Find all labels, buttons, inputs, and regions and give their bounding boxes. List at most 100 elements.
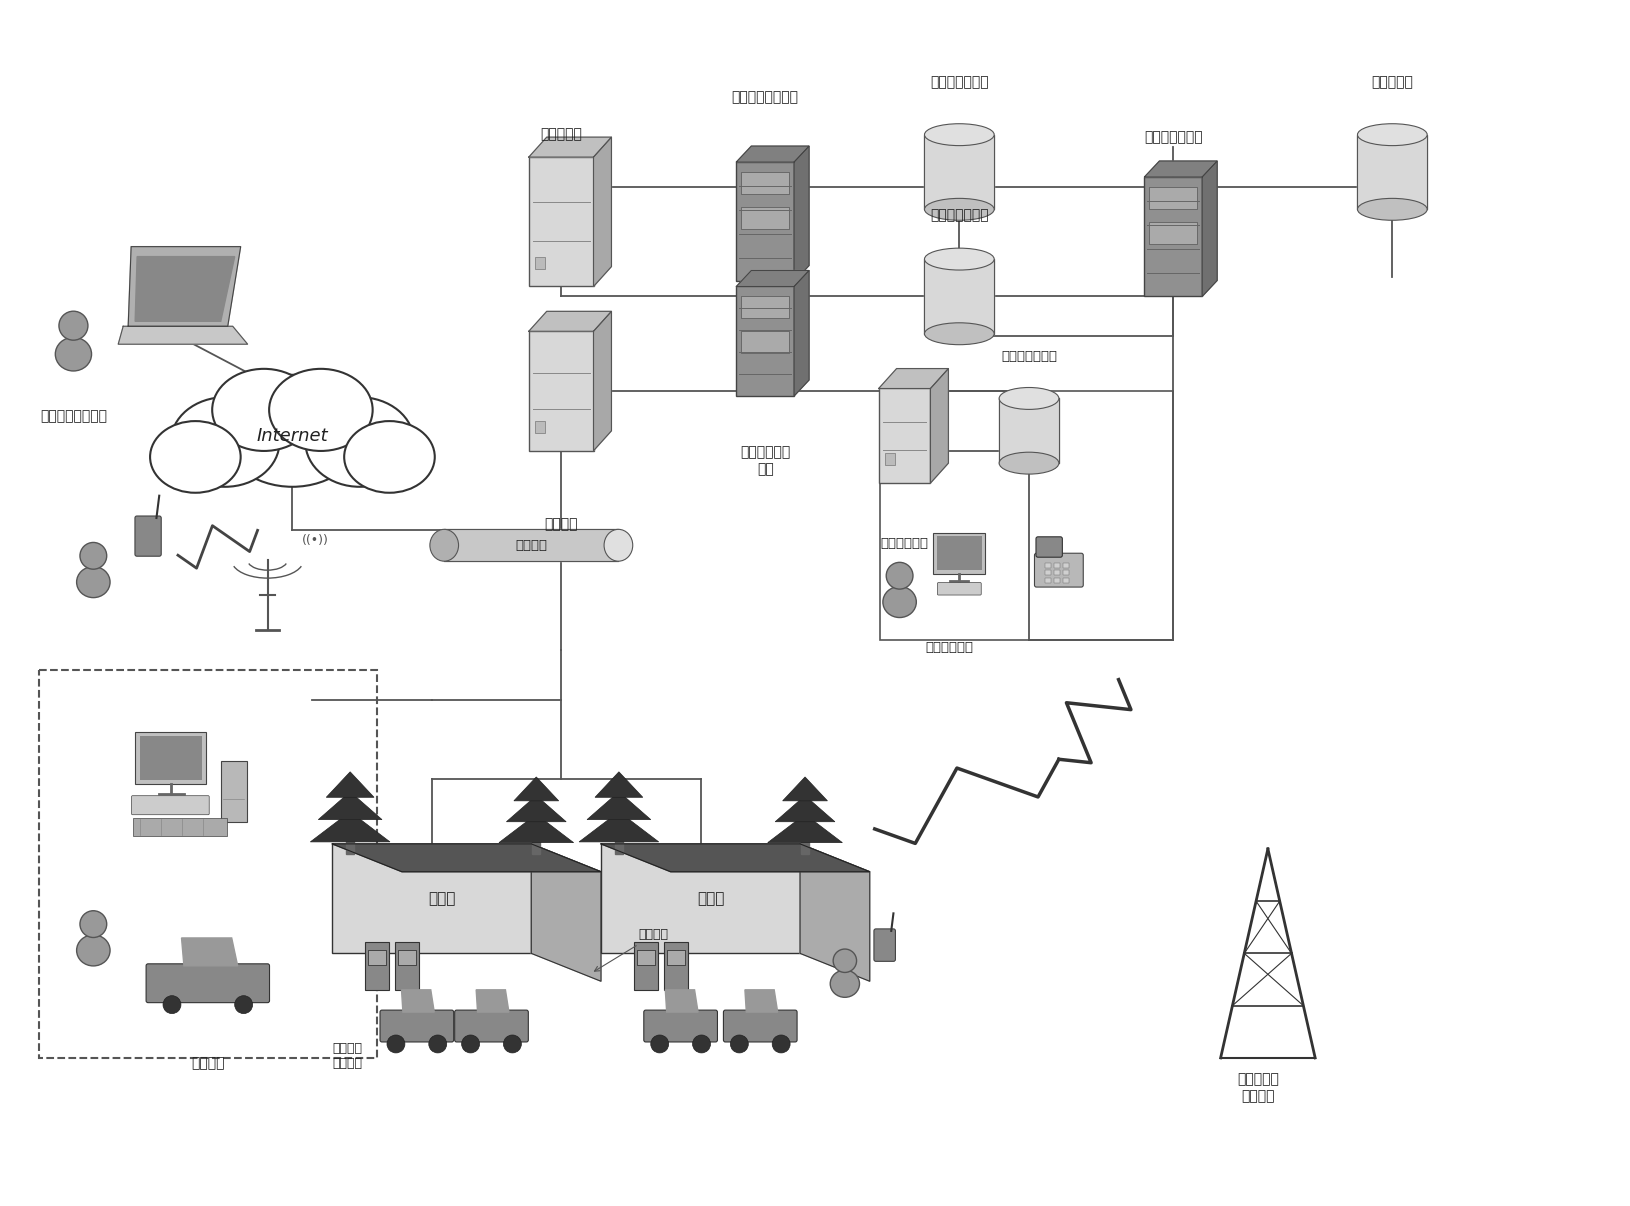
Text: 充电站: 充电站 [696,891,724,906]
Text: 充电电线: 充电电线 [595,929,668,971]
FancyBboxPatch shape [147,964,269,1002]
Text: 登入系统: 登入系统 [191,1056,225,1070]
Bar [1055,578,1061,582]
Ellipse shape [55,338,91,371]
FancyBboxPatch shape [132,796,209,815]
Text: 数据网络: 数据网络 [515,539,548,552]
Bar [1045,563,1051,568]
FancyBboxPatch shape [1037,537,1063,557]
Ellipse shape [924,198,994,221]
Polygon shape [999,398,1060,463]
Text: 客户上网管理账户: 客户上网管理账户 [39,409,108,423]
Text: 数据备份服务器: 数据备份服务器 [1144,130,1203,145]
Bar [365,942,390,990]
Ellipse shape [999,452,1060,474]
Polygon shape [615,838,623,854]
Text: 备份数据库: 备份数据库 [1371,76,1413,89]
Ellipse shape [924,323,994,345]
Polygon shape [800,839,808,854]
Bar [528,332,593,451]
Polygon shape [593,137,611,287]
Polygon shape [601,844,870,872]
Bar [1063,570,1069,575]
Circle shape [163,996,181,1013]
Bar [924,135,994,210]
Polygon shape [445,529,618,561]
Text: 电池资料数据库: 电池资料数据库 [931,76,989,89]
Bar [39,669,377,1058]
Bar [220,761,248,822]
Ellipse shape [883,586,916,617]
FancyBboxPatch shape [455,1011,528,1042]
Polygon shape [507,796,566,821]
Text: 充电机和
用户界面: 充电机和 用户界面 [333,1042,362,1070]
Bar [394,942,419,990]
Text: 客户服务系统: 客户服务系统 [880,537,929,550]
Ellipse shape [222,375,363,487]
Circle shape [235,996,253,1013]
Bar [535,421,544,433]
Polygon shape [800,844,870,982]
Polygon shape [528,311,611,332]
Bar [140,736,202,780]
Text: 后备服务器: 后备服务器 [540,127,582,141]
Bar [333,844,531,954]
Bar [934,533,986,574]
Bar [737,162,794,281]
Ellipse shape [430,529,458,561]
Bar [535,257,544,269]
Polygon shape [310,812,390,842]
Bar [1045,570,1051,575]
Polygon shape [513,777,559,801]
FancyBboxPatch shape [380,1011,453,1042]
Bar [1045,578,1051,582]
Bar [637,950,655,965]
Polygon shape [333,844,601,872]
Bar [634,942,659,990]
Bar [135,732,207,784]
Text: 客户服务数据库: 客户服务数据库 [1001,350,1056,363]
Bar [1063,578,1069,582]
Circle shape [730,1035,748,1053]
Bar [1149,187,1196,209]
Text: 客户信息数据库: 客户信息数据库 [931,207,989,222]
Bar [1149,222,1196,244]
Polygon shape [593,311,611,451]
FancyBboxPatch shape [724,1011,797,1042]
Bar [132,818,227,837]
Polygon shape [587,791,650,820]
Polygon shape [595,772,642,797]
Polygon shape [119,327,248,344]
Bar [742,207,789,229]
Polygon shape [1203,162,1218,297]
Circle shape [59,311,88,340]
Polygon shape [1358,135,1428,210]
Polygon shape [476,990,509,1012]
FancyBboxPatch shape [644,1011,717,1042]
Polygon shape [579,812,659,842]
Ellipse shape [269,369,373,451]
Bar [742,332,789,353]
Circle shape [693,1035,711,1053]
Ellipse shape [150,421,241,493]
Polygon shape [528,137,611,157]
Circle shape [773,1035,791,1053]
Bar [663,942,688,990]
Ellipse shape [1358,124,1428,146]
Polygon shape [794,146,808,281]
Polygon shape [879,369,949,388]
Bar [601,844,800,954]
Bar [1144,177,1203,297]
Ellipse shape [305,397,414,487]
FancyBboxPatch shape [1035,554,1084,587]
Polygon shape [181,938,238,966]
Text: 客户服务中心: 客户服务中心 [926,642,973,655]
Circle shape [80,911,106,937]
Polygon shape [794,270,808,396]
Bar [398,950,416,965]
Ellipse shape [924,248,994,270]
Ellipse shape [344,421,435,493]
Ellipse shape [212,369,316,451]
Bar [368,950,386,965]
Bar [1358,135,1428,210]
